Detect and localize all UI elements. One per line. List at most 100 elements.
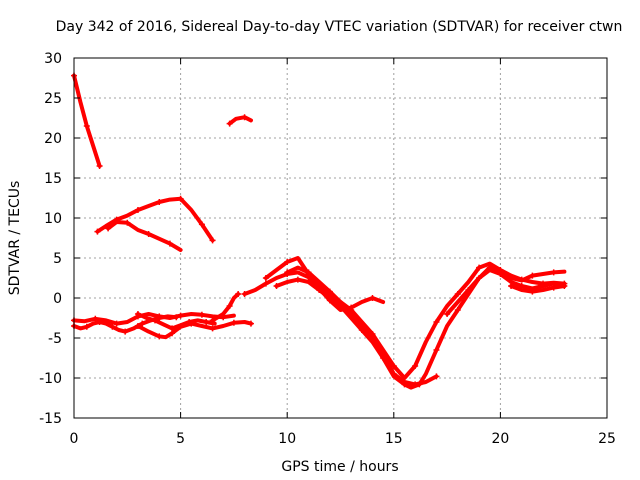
- data-point: [316, 287, 323, 293]
- x-tick-label: 5: [176, 431, 185, 447]
- data-point: [177, 312, 184, 319]
- y-tick-label: -15: [39, 411, 62, 427]
- data-point: [122, 328, 129, 335]
- series-track-2: [227, 115, 253, 126]
- data-point: [348, 311, 355, 317]
- data-point: [294, 276, 301, 283]
- data-point: [241, 114, 248, 121]
- data-point: [209, 237, 216, 244]
- data-point: [92, 315, 99, 322]
- data-point: [508, 275, 515, 281]
- data-point: [433, 319, 440, 325]
- data-point: [390, 371, 397, 377]
- series-track-5: [72, 314, 179, 334]
- data-point: [124, 219, 131, 226]
- series-track-1: [72, 73, 102, 168]
- y-tick-label: -10: [39, 371, 62, 387]
- data-point: [83, 323, 90, 330]
- data-point: [326, 288, 333, 295]
- data-point: [284, 259, 291, 265]
- data-point: [476, 264, 483, 271]
- series-layer: [71, 72, 568, 390]
- data-point: [262, 275, 269, 281]
- data-point: [486, 264, 493, 271]
- data-point: [109, 323, 116, 330]
- data-point: [550, 284, 557, 291]
- data-point: [412, 363, 419, 369]
- series-track-8: [136, 312, 217, 331]
- x-tick-label: 0: [70, 431, 79, 447]
- data-point: [305, 269, 312, 276]
- data-point: [156, 199, 163, 205]
- series-track-14: [445, 265, 567, 316]
- data-point: [412, 381, 419, 388]
- data-point: [209, 317, 216, 324]
- data-point: [284, 269, 291, 276]
- data-point: [529, 288, 536, 295]
- data-point: [113, 320, 120, 327]
- data-point: [369, 335, 376, 341]
- data-point: [247, 320, 254, 327]
- data-point: [262, 280, 269, 287]
- x-tick-label: 15: [385, 431, 403, 447]
- data-point: [203, 319, 210, 325]
- chart-title: Day 342 of 2016, Sidereal Day-to-day VTE…: [56, 19, 623, 35]
- data-point: [390, 363, 397, 369]
- data-point: [134, 311, 141, 317]
- data-point: [96, 163, 103, 169]
- data-point: [508, 283, 515, 289]
- data-point: [94, 228, 101, 235]
- data-point: [198, 311, 205, 318]
- data-point: [209, 325, 216, 332]
- data-point: [134, 323, 141, 329]
- data-point: [156, 333, 163, 340]
- data-point: [529, 272, 536, 279]
- x-tick-label: 20: [491, 431, 509, 447]
- data-point: [226, 303, 233, 309]
- data-point: [156, 313, 163, 320]
- data-point: [145, 231, 152, 237]
- data-point: [105, 225, 112, 232]
- y-tick-label: -5: [48, 331, 62, 347]
- data-point: [235, 291, 242, 297]
- data-point: [369, 295, 376, 301]
- data-point: [454, 291, 461, 297]
- y-tick-label: 5: [53, 251, 62, 267]
- data-point: [198, 221, 205, 228]
- data-point: [454, 307, 461, 313]
- y-tick-label: 25: [44, 91, 62, 107]
- data-point: [444, 311, 451, 317]
- data-point: [230, 319, 237, 326]
- data-point: [134, 207, 141, 213]
- data-point: [433, 347, 440, 353]
- data-point: [465, 287, 472, 293]
- data-point: [186, 319, 193, 325]
- data-point: [177, 195, 184, 202]
- data-point: [152, 317, 159, 324]
- y-tick-label: 15: [44, 171, 62, 187]
- series-track-13: [285, 265, 439, 387]
- data-point: [83, 123, 90, 129]
- data-point: [433, 373, 440, 380]
- y-axis-label: SDTVAR / TECUs: [7, 181, 23, 296]
- y-tick-label: 0: [53, 291, 62, 307]
- data-point: [550, 269, 557, 276]
- plot-frame: [73, 57, 608, 419]
- x-axis-label: GPS time / hours: [281, 459, 398, 475]
- grid-lines: [74, 58, 607, 418]
- series-track-4: [106, 220, 183, 252]
- x-tick-label: 10: [278, 431, 296, 447]
- data-point: [241, 291, 248, 297]
- y-tick-label: 30: [44, 51, 62, 67]
- x-tick-label: 25: [598, 431, 616, 447]
- axis-ticks: 0 5 10 15 20 25 -15 -10 -5 0 5 10 15 20 25 30: [39, 51, 616, 447]
- y-tick-label: 20: [44, 131, 62, 147]
- data-point: [226, 120, 233, 127]
- data-point: [169, 325, 176, 332]
- data-point: [166, 240, 173, 247]
- y-tick-label: 10: [44, 211, 62, 227]
- series-track-6: [72, 312, 236, 326]
- data-point: [139, 320, 146, 327]
- data-point: [273, 283, 280, 289]
